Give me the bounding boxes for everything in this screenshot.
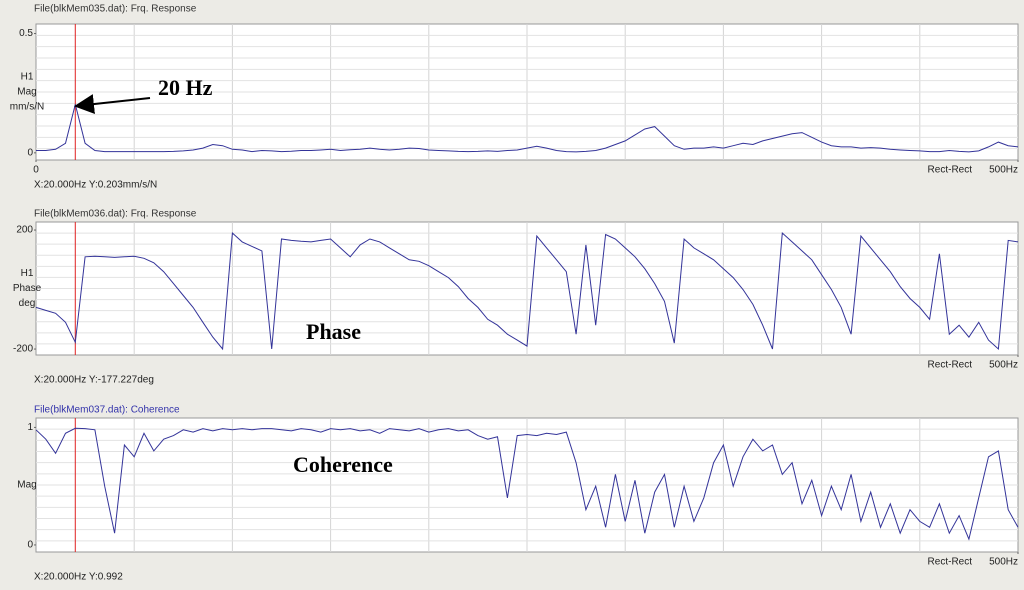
y-axis-label: Mag (17, 480, 36, 491)
y-tick-label: 0.5 (19, 28, 33, 39)
y-tick-label: 0 (27, 540, 33, 551)
annotation: Coherence (293, 452, 393, 477)
window-label: Rect-Rect (928, 360, 973, 371)
y-axis-label: H1 (21, 268, 34, 279)
y-tick-label: 200 (16, 225, 33, 236)
panel-title: File(blkMem037.dat): Coherence (34, 405, 180, 416)
y-axis-label: Mag (17, 87, 36, 98)
y-axis-label: deg (19, 298, 36, 309)
y-axis-label: Phase (13, 283, 42, 294)
y-axis-label: H1 (21, 72, 34, 83)
data-line (35, 427, 1019, 541)
panel-title: File(blkMem036.dat): Frq. Response (34, 209, 197, 220)
window-label: Rect-Rect (928, 165, 973, 176)
annotation: Phase (306, 319, 361, 344)
annotation: 20 Hz (158, 75, 213, 100)
y-tick-label: 1 (27, 422, 33, 433)
annotation-arrow (74, 94, 151, 115)
window-label: Rect-Rect (928, 557, 973, 568)
x-tick-label: 500Hz (989, 557, 1018, 568)
y-tick-label: -200 (13, 344, 33, 355)
data-line (35, 231, 1019, 351)
x-tick-label: 500Hz (989, 165, 1018, 176)
y-axis-label: mm/s/N (10, 102, 44, 113)
cursor-readout: X:20.000Hz Y:-177.227deg (34, 375, 154, 386)
x-tick-label: 500Hz (989, 360, 1018, 371)
y-tick-label: 0 (27, 147, 33, 158)
x-tick-label: 0 (33, 165, 39, 176)
cursor-readout: X:20.000Hz Y:0.992 (34, 572, 123, 583)
cursor-readout: X:20.000Hz Y:0.203mm/s/N (34, 180, 157, 191)
data-line (36, 104, 1019, 153)
panel-title: File(blkMem035.dat): Frq. Response (34, 4, 197, 15)
